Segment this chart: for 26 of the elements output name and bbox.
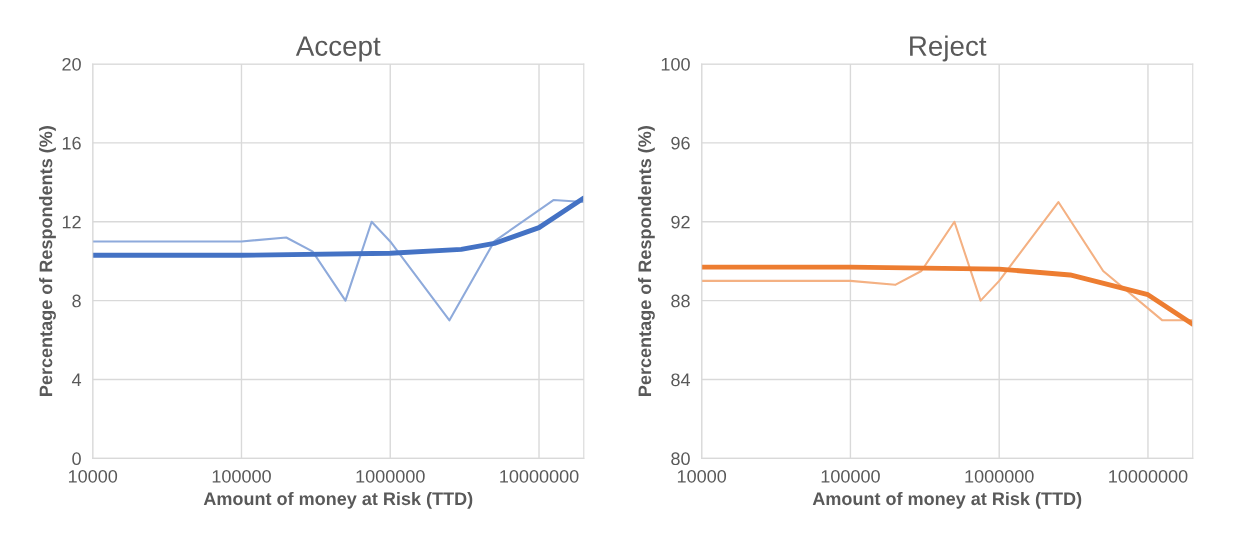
x-tick-label: 10000 bbox=[677, 469, 727, 483]
x-tick-label: 10000000 bbox=[1109, 469, 1188, 483]
y-tick-label: 96 bbox=[671, 136, 690, 150]
y-tick-label: 12 bbox=[62, 215, 81, 229]
chart-title: Reject bbox=[910, 35, 987, 62]
y-tick-label: 88 bbox=[671, 294, 690, 308]
y-tick-label: 20 bbox=[62, 57, 81, 71]
x-tick-label: 10000 bbox=[68, 469, 118, 483]
y-tick-label: 4 bbox=[71, 373, 82, 387]
y-tick-label: 16 bbox=[62, 136, 81, 150]
x-tick-label: 1000000 bbox=[356, 469, 425, 483]
x-axis-title: Amount of money at Risk (TTD) bbox=[203, 491, 473, 509]
y-tick-label: 8 bbox=[72, 294, 81, 308]
x-tick-label: 100000 bbox=[821, 469, 880, 483]
y-tick-label: 84 bbox=[671, 373, 691, 387]
y-axis-title: Percentage of Respondents (%) bbox=[637, 126, 655, 396]
x-axis-title: Amount of money at Risk (TTD) bbox=[812, 491, 1082, 509]
x-tick-label: 100000 bbox=[212, 469, 271, 483]
y-axis-title: Percentage of Respondents (%) bbox=[39, 126, 56, 396]
y-tick-label: 80 bbox=[671, 452, 690, 466]
y-tick-label: 92 bbox=[671, 215, 690, 229]
chart-title: Accept bbox=[295, 36, 381, 62]
y-tick-label: 100 bbox=[661, 57, 690, 71]
x-tick-label: 1000000 bbox=[965, 469, 1034, 483]
x-tick-label: 10000000 bbox=[500, 469, 579, 483]
y-tick-label: 0 bbox=[72, 452, 81, 466]
